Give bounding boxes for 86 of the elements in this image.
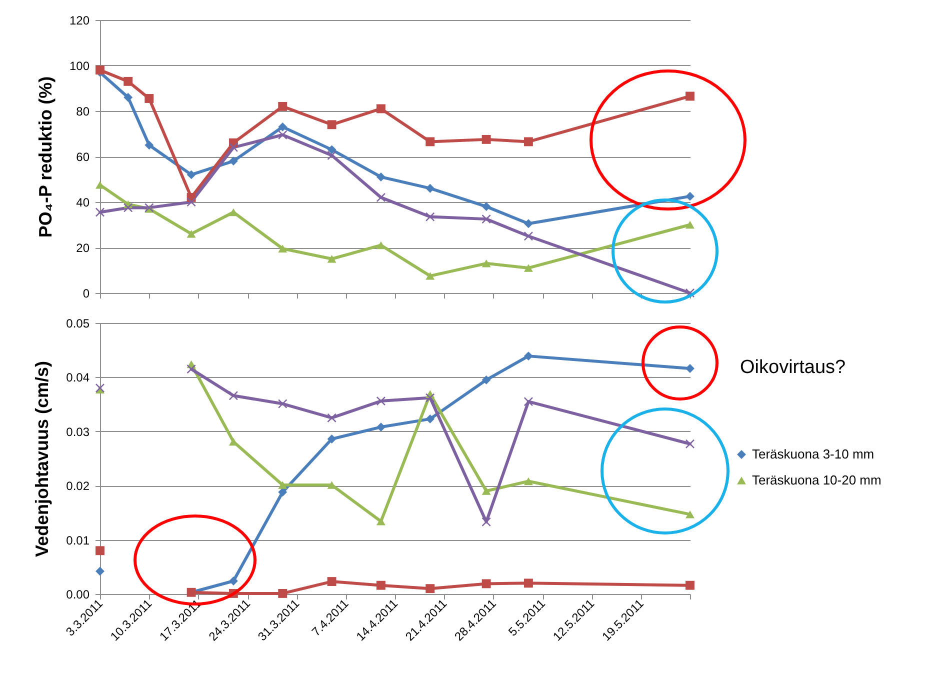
point [96, 208, 104, 217]
point [524, 477, 533, 486]
point [327, 413, 336, 422]
point [524, 219, 533, 228]
point [376, 518, 386, 526]
point [686, 580, 694, 590]
point [376, 172, 386, 182]
point [686, 192, 694, 201]
point [278, 130, 288, 140]
y-tick-label: 0.05 [66, 316, 90, 330]
y-tick-label: 0 [82, 286, 90, 300]
point [482, 579, 491, 588]
point [278, 488, 288, 497]
point [426, 184, 435, 193]
point [376, 241, 386, 250]
y-tick-label: 120 [69, 14, 90, 28]
point [426, 212, 435, 222]
point [482, 134, 491, 144]
y-tick-label: 60 [76, 150, 90, 164]
y-tick-label: 40 [76, 196, 90, 210]
point [327, 150, 336, 160]
point [186, 230, 196, 238]
point [186, 198, 196, 206]
y-tick-label: 80 [76, 104, 90, 118]
y-tick-label: 0.00 [66, 588, 90, 602]
point [228, 576, 238, 586]
point [96, 546, 104, 556]
point [686, 364, 694, 373]
y-axis-title: PO₄-P reduktio (%) [35, 76, 56, 238]
point [96, 181, 104, 189]
point [524, 137, 533, 146]
y-tick-label: 100 [69, 59, 90, 73]
point [426, 414, 435, 424]
point [524, 232, 533, 241]
point [278, 102, 288, 111]
y-tick-label: 0.03 [66, 424, 90, 439]
point [186, 364, 196, 374]
point [278, 481, 288, 489]
y-tick-label: 0.01 [66, 533, 90, 548]
point [426, 137, 435, 146]
point [278, 588, 288, 598]
point [524, 264, 533, 272]
point [228, 391, 238, 400]
y-tick-label: 0.02 [66, 479, 90, 494]
legend-label: Teräskuona 3-10 mm [752, 446, 874, 462]
point [278, 122, 288, 132]
point [186, 170, 196, 180]
legend-label: Teräskuona 10-20 mm [752, 472, 882, 488]
point [482, 375, 491, 384]
point [524, 578, 533, 588]
point [426, 584, 435, 594]
point [524, 352, 533, 361]
point [327, 120, 336, 130]
point [327, 255, 336, 263]
point [228, 142, 238, 152]
point [482, 260, 491, 268]
point [124, 76, 133, 86]
text: Oikovirtaus? [740, 357, 846, 379]
point [686, 220, 694, 229]
point [124, 92, 133, 102]
point [278, 244, 288, 253]
point [482, 214, 491, 224]
point [327, 434, 336, 444]
point [327, 145, 336, 154]
point [686, 510, 694, 518]
point [228, 156, 238, 166]
point [327, 577, 336, 586]
point [482, 487, 491, 495]
y-axis-title: Vedenjohtavuus (cm/s) [32, 360, 52, 558]
point [686, 92, 694, 101]
point [482, 517, 491, 526]
point [144, 94, 154, 103]
y-tick-label: 0.04 [66, 370, 90, 385]
point [482, 202, 491, 212]
point [376, 580, 386, 590]
y-tick-label: 20 [76, 241, 90, 255]
point [124, 203, 133, 212]
point [376, 104, 386, 114]
point [96, 566, 104, 576]
point [426, 393, 435, 402]
point [376, 422, 386, 432]
point [278, 399, 288, 408]
point [144, 140, 154, 150]
point [426, 272, 435, 280]
point [524, 397, 533, 406]
point [686, 439, 694, 448]
